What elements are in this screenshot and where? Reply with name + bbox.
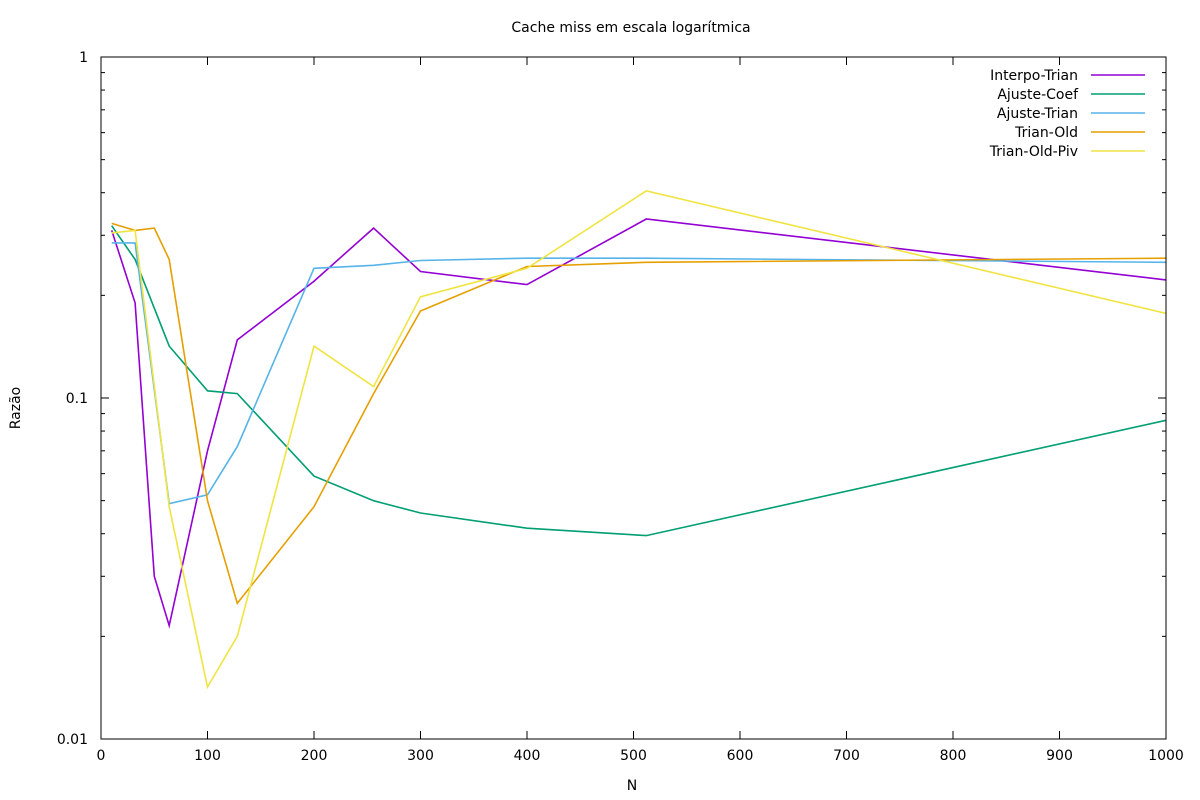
series-layer xyxy=(110,190,1167,690)
x-tick-label: 700 xyxy=(833,748,860,764)
series-line-trian-old xyxy=(111,222,1167,606)
legend-label: Trian-Old-Piv xyxy=(989,144,1078,160)
legend: Interpo-Trian Ajuste-Coef Ajuste-Trian Tria… xyxy=(989,68,1145,160)
y-tick-label: 0.01 xyxy=(57,732,88,748)
x-tick-label: 600 xyxy=(727,748,754,764)
chart-title: Cache miss em escala logarítmica xyxy=(511,20,750,36)
legend-label: Interpo-Trian xyxy=(990,68,1078,84)
y-axis-label: Razão xyxy=(8,387,24,430)
y-tick-label: 0.1 xyxy=(66,391,88,407)
plot-frame xyxy=(100,56,1167,740)
legend-label: Ajuste-Coef xyxy=(997,87,1079,103)
series-line-interpo-trian xyxy=(110,218,1167,629)
x-tick-label: 800 xyxy=(940,748,967,764)
x-tick-label: 0 xyxy=(97,748,106,764)
legend-label: Ajuste-Trian xyxy=(997,106,1078,122)
x-tick-label: 200 xyxy=(301,748,328,764)
tick-labels: 0 100 200 300 400 500 600 700 800 900 1000 1 0.1 0.01 xyxy=(57,50,1184,764)
x-tick-label: 500 xyxy=(620,748,647,764)
legend-label: Trian-Old xyxy=(1014,125,1078,141)
series-line-ajuste-trian xyxy=(111,242,1167,505)
series-line-trian-old-piv xyxy=(111,190,1167,690)
x-tick-label: 300 xyxy=(407,748,434,764)
y-tick-label: 1 xyxy=(79,50,88,66)
x-tick-label: 900 xyxy=(1046,748,1073,764)
x-axis-label: N xyxy=(627,778,637,794)
series-line-ajuste-coef xyxy=(111,225,1167,537)
x-tick-label: 1000 xyxy=(1148,748,1184,764)
x-tick-label: 100 xyxy=(194,748,221,764)
x-tick-label: 400 xyxy=(514,748,541,764)
